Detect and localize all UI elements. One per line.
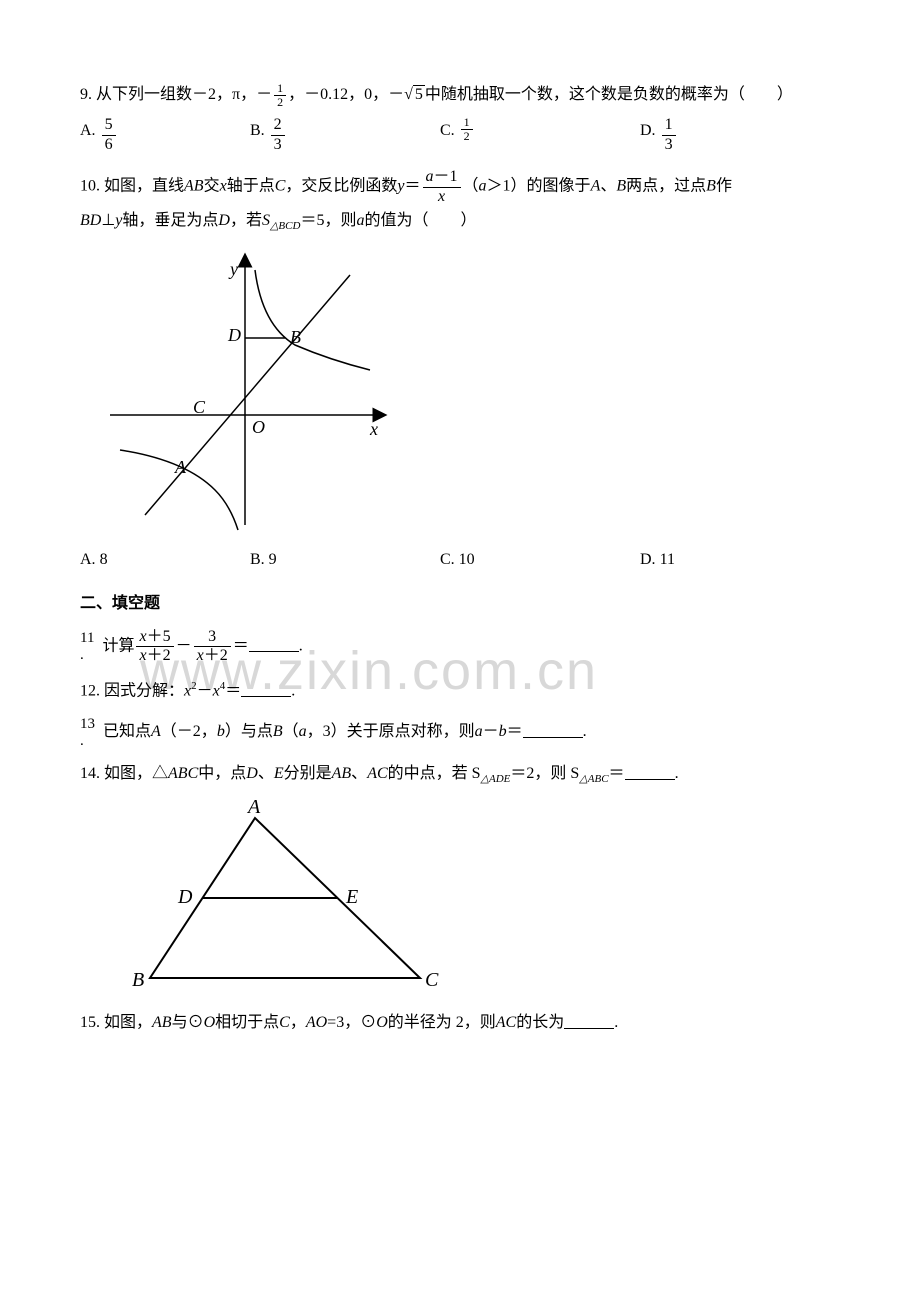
q11-blank[interactable] [249, 636, 299, 652]
svg-text:O: O [252, 417, 265, 437]
question-13: 13. 已知点A（－2，b）与点B（a，3）关于原点对称，则a－b＝. [80, 716, 840, 749]
svg-text:y: y [228, 259, 238, 279]
q15-blank[interactable] [564, 1013, 614, 1029]
q9-text-mid: ，－0.12，0，－ [288, 86, 404, 103]
svg-text:D: D [177, 886, 193, 908]
q14-figure: A B C D E [120, 798, 840, 998]
q10-frac: a－1x [423, 168, 461, 206]
q10-choice-a[interactable]: A. 8 [80, 545, 250, 575]
svg-text:A: A [174, 457, 187, 477]
q9-choices: A. 56 B. 23 C. 12 D. 13 [80, 116, 840, 154]
q9-choice-d[interactable]: D. 13 [640, 116, 678, 154]
svg-text:E: E [345, 886, 358, 908]
question-9: 9. 从下列一组数－2，π，－12，－0.12，0，－√5中随机抽取一个数，这个… [80, 80, 840, 110]
question-15: 15. 如图，AB与⊙O相切于点C，AO=3，⊙O的半径为 2，则AC的长为. [80, 1008, 840, 1038]
q10-choice-d[interactable]: D. 11 [640, 545, 675, 575]
q9-b-frac: 23 [271, 116, 285, 154]
question-11: 11. 计算x＋5x＋2－3x＋2＝. [80, 628, 840, 666]
svg-text:C: C [425, 969, 439, 991]
q10-number: 10. [80, 178, 100, 195]
q12-number: 12. [80, 682, 100, 699]
sqrt-5: √5 [404, 80, 425, 110]
q9-number: 9. [80, 86, 92, 103]
q10-graph-svg: y x O D B C A [90, 245, 390, 535]
q11-number: 11. [80, 630, 94, 663]
q9-choice-a[interactable]: A. 56 [80, 116, 250, 154]
q13-number: 13. [80, 716, 95, 749]
svg-text:C: C [193, 397, 206, 417]
q9-choice-c[interactable]: C. 12 [440, 116, 640, 154]
q10-choice-b[interactable]: B. 9 [250, 545, 440, 575]
q11-frac2: 3x＋2 [194, 628, 231, 666]
q9-frac-half: 12 [274, 82, 286, 108]
q11-frac1: x＋5x＋2 [136, 628, 173, 666]
question-10: 10. 如图，直线AB交x轴于点C，交反比例函数y＝a－1x（a＞1）的图像于A… [80, 168, 840, 237]
q14-blank[interactable] [625, 764, 675, 780]
q9-d-frac: 13 [662, 116, 676, 154]
svg-text:B: B [132, 969, 144, 991]
q10-choice-c[interactable]: C. 10 [440, 545, 640, 575]
q14-triangle-svg: A B C D E [120, 798, 440, 998]
q9-choice-b[interactable]: B. 23 [250, 116, 440, 154]
section-2-title: 二、填空题 [80, 589, 840, 619]
q14-number: 14. [80, 765, 100, 782]
q15-number: 15. [80, 1014, 100, 1031]
q10-choices: A. 8 B. 9 C. 10 D. 11 [80, 545, 840, 575]
q9-text-pre: 从下列一组数－2，π，－ [96, 86, 272, 103]
svg-text:x: x [369, 419, 378, 439]
svg-text:A: A [246, 798, 261, 818]
q9-text-post: 中随机抽取一个数，这个数是负数的概率为（ ） [425, 86, 793, 103]
question-14: 14. 如图，△ABC中，点D、E分别是AB、AC的中点，若 S△ADE＝2，则… [80, 759, 840, 790]
q13-blank[interactable] [523, 722, 583, 738]
q12-blank[interactable] [241, 681, 291, 697]
q9-a-frac: 56 [102, 116, 116, 154]
q10-figure: y x O D B C A [90, 245, 840, 535]
svg-text:B: B [290, 327, 301, 347]
q9-c-frac: 12 [461, 116, 473, 142]
question-12: 12. 因式分解：x2－x4＝. [80, 676, 840, 707]
svg-text:D: D [227, 325, 241, 345]
